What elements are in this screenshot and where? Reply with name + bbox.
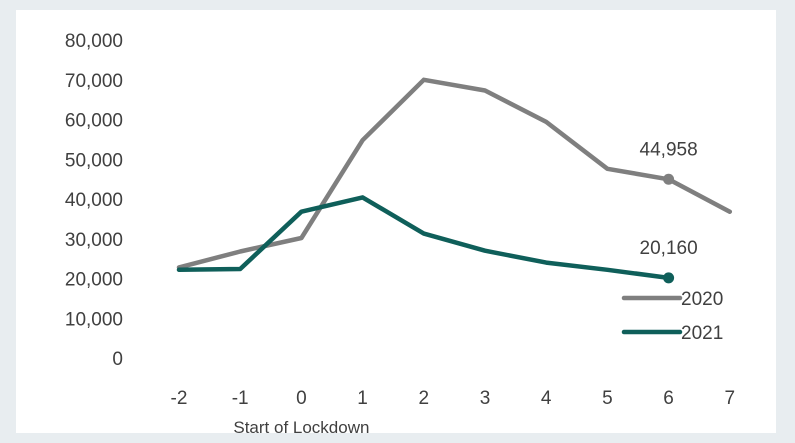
y-tick-label: 20,000 <box>65 270 123 291</box>
y-tick-label: 0 <box>112 349 123 370</box>
data-point-marker <box>663 272 675 284</box>
legend-label-2021: 2021 <box>681 323 723 344</box>
y-tick-label: 50,000 <box>65 150 123 171</box>
annotation-layer: 44,958 20,160 Start of Lockdown <box>233 139 697 437</box>
y-tick-label: 70,000 <box>65 71 123 92</box>
chart-card <box>16 10 776 433</box>
y-tick-label: 60,000 <box>65 111 123 132</box>
x-tick-label: 0 <box>296 388 307 409</box>
data-label: 20,160 <box>640 238 698 259</box>
annotation-start-of-lockdown: Start of Lockdown <box>233 418 369 437</box>
y-axis: 0 10,000 20,000 30,000 40,000 50,000 60,000 70,… <box>65 31 123 370</box>
y-tick-label: 10,000 <box>65 309 123 330</box>
x-tick-label: 4 <box>541 388 552 409</box>
x-tick-label: 6 <box>663 388 674 409</box>
data-label: 44,958 <box>640 139 698 160</box>
x-tick-label: 7 <box>725 388 736 409</box>
legend-label-2020: 2020 <box>681 289 723 310</box>
x-tick-label: 1 <box>357 388 368 409</box>
series-layer <box>176 77 733 281</box>
x-tick-label: -2 <box>171 388 188 409</box>
x-tick-label: 2 <box>419 388 430 409</box>
x-tick-label: 5 <box>602 388 613 409</box>
series-line-2021 <box>176 195 671 281</box>
legend: 2020 2021 <box>621 289 723 344</box>
y-tick-label: 40,000 <box>65 190 123 211</box>
x-axis: -2 -1 0 1 2 3 4 5 6 7 <box>171 388 736 409</box>
x-tick-label: 3 <box>480 388 491 409</box>
x-tick-label: -1 <box>232 388 249 409</box>
y-tick-label: 80,000 <box>65 31 123 52</box>
series-line-2020 <box>176 77 733 270</box>
data-point-marker <box>663 173 675 185</box>
y-tick-label: 30,000 <box>65 230 123 251</box>
